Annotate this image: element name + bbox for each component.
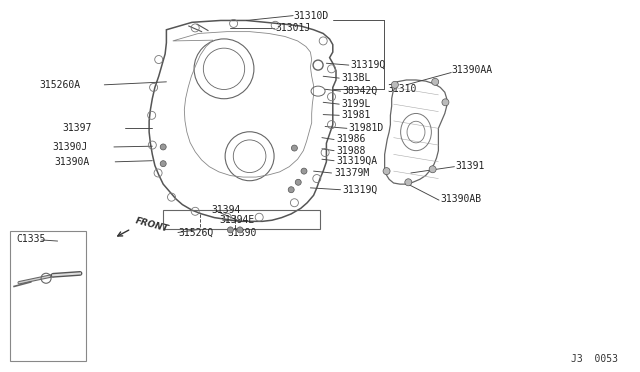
Text: 31390: 31390 (227, 228, 257, 237)
Text: 31988: 31988 (336, 146, 365, 155)
Text: 38342Q: 38342Q (342, 86, 378, 96)
Text: 31379M: 31379M (334, 168, 369, 178)
Circle shape (160, 144, 166, 150)
Text: 31319Q: 31319Q (342, 185, 378, 195)
Text: 31319QA: 31319QA (336, 156, 377, 166)
Text: J3  0053: J3 0053 (571, 354, 618, 364)
Text: 31390J: 31390J (52, 142, 88, 152)
Text: FRONT: FRONT (134, 216, 170, 234)
Text: 31397: 31397 (63, 124, 92, 133)
Circle shape (392, 81, 398, 88)
Circle shape (291, 145, 298, 151)
Text: 315260A: 315260A (40, 80, 81, 90)
Circle shape (295, 179, 301, 185)
Circle shape (227, 227, 234, 233)
Text: 31394E: 31394E (220, 215, 255, 225)
Circle shape (288, 187, 294, 193)
Text: C1335: C1335 (16, 234, 45, 244)
Text: 313BL: 313BL (341, 73, 371, 83)
Circle shape (429, 166, 436, 173)
Text: 31390A: 31390A (54, 157, 90, 167)
Circle shape (432, 78, 438, 85)
Text: 31394: 31394 (211, 205, 241, 215)
Text: 31310: 31310 (387, 84, 417, 94)
Text: 31391: 31391 (456, 161, 485, 170)
Circle shape (405, 179, 412, 186)
Text: 31986: 31986 (336, 135, 365, 144)
Circle shape (383, 168, 390, 174)
Text: 31390AB: 31390AB (440, 194, 481, 204)
Text: 31390AA: 31390AA (451, 65, 492, 75)
Circle shape (237, 227, 243, 233)
Text: 31319Q: 31319Q (351, 60, 386, 70)
Text: 3199L: 3199L (341, 99, 371, 109)
Text: 31310D: 31310D (293, 11, 328, 20)
Text: 31981: 31981 (341, 110, 371, 120)
Circle shape (301, 168, 307, 174)
Bar (10, 231, 86, 361)
Text: 31301J: 31301J (275, 23, 310, 33)
Text: 31981D: 31981D (349, 124, 384, 133)
Circle shape (160, 161, 166, 167)
Text: 31526Q: 31526Q (178, 228, 213, 237)
Circle shape (442, 99, 449, 106)
